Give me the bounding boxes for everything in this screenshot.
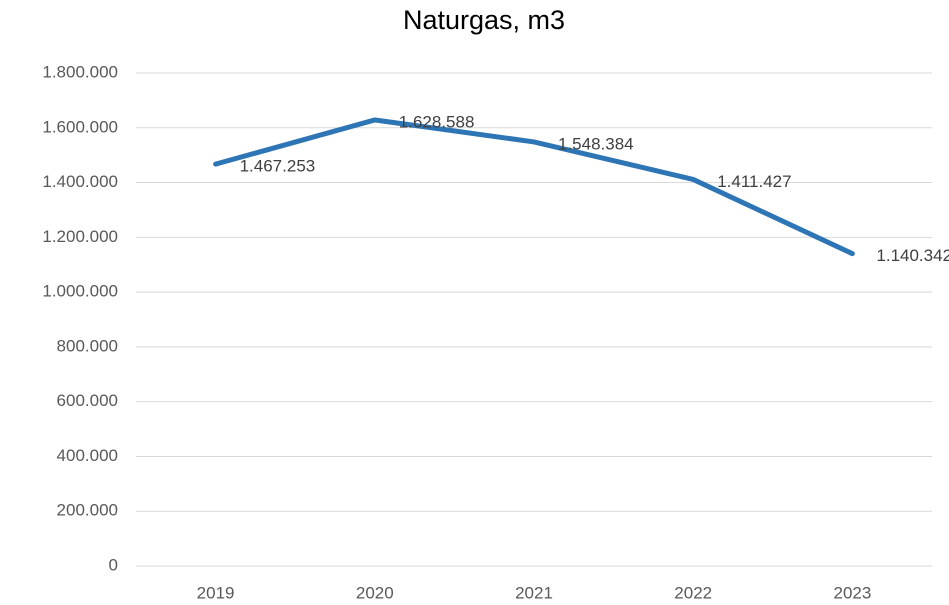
x-tick-label: 2022: [674, 583, 712, 602]
data-label: 1.411.427: [717, 172, 791, 191]
line: [213, 117, 855, 257]
data-label: 1.467.253: [240, 157, 316, 176]
y-tick-label: 1.800.000: [42, 62, 118, 81]
y-tick-label: 1.200.000: [42, 227, 118, 246]
y-tick-label: 800.000: [57, 336, 118, 355]
y-tick-label: 1.000.000: [42, 282, 118, 301]
y-tick-label: 400.000: [57, 446, 118, 465]
y-tick-label: 1.400.000: [42, 172, 118, 191]
chart-title: Naturgas, m3: [403, 5, 565, 35]
y-tick-label: 600.000: [57, 391, 118, 410]
x-tick-label: 2021: [515, 583, 553, 602]
x-tick-label: 2023: [833, 583, 871, 602]
data-label: 1.140.342: [876, 246, 949, 265]
data-label: 1.548.384: [558, 134, 634, 153]
data-label: 1.628.588: [399, 112, 475, 131]
y-tick-label: 1.600.000: [42, 117, 118, 136]
y-tick-label: 200.000: [57, 501, 118, 520]
x-tick-label: 2020: [356, 583, 394, 602]
y-tick-label: 0: [109, 555, 118, 574]
x-tick-label: 2019: [197, 583, 235, 602]
